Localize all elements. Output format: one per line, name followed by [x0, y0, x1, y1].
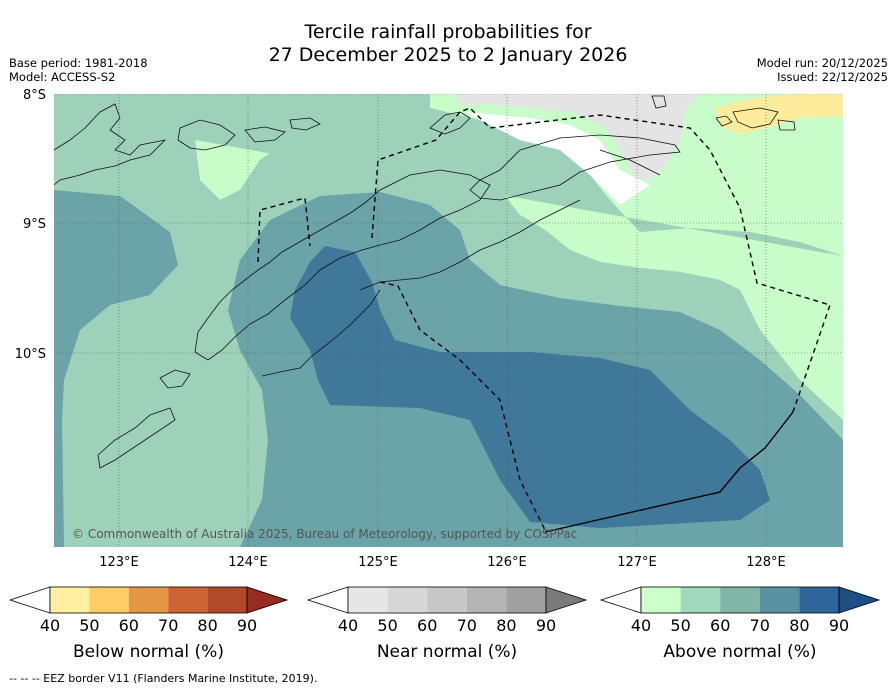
eez-footer-note: -- -- -- EEZ border V11 (Flanders Marine…: [9, 672, 318, 685]
colorbar-above-label: Above normal (%): [663, 642, 816, 662]
colorbar-near-segment: [427, 587, 467, 613]
colorbar-below-right-arrow: [246, 586, 289, 614]
title-line-2: 27 December 2025 to 2 January 2026: [268, 44, 628, 66]
lat-label-8s: 8°S: [23, 88, 46, 103]
colorbar-near-right-arrow: [545, 586, 588, 614]
colorbar-above-tick: 60: [710, 616, 730, 635]
colorbar-above-tick: 80: [789, 616, 809, 635]
region-no-signal: [465, 112, 650, 205]
lat-label-9s: 9°S: [23, 217, 46, 232]
colorbar-below-left-arrow: [8, 586, 51, 614]
lon-label-127e: 127°E: [617, 555, 657, 570]
colorbar-above-tick: 50: [670, 616, 690, 635]
lon-label-128e: 128°E: [746, 555, 786, 570]
base-period: Base period: 1981-2018: [9, 56, 148, 70]
colorbar-above-segment: [799, 587, 839, 613]
colorbar-group: 40 50 60 70 80 90 Below normal (%) 40 50 60 70 80 90…: [8, 586, 881, 662]
colorbar-above-segment: [641, 587, 681, 613]
model-run: Model run: 20/12/2025: [756, 56, 888, 70]
region-near-40-50: [455, 94, 700, 180]
colorbar-near-tick: 40: [338, 616, 358, 635]
colorbar-below-tick: 90: [237, 616, 257, 635]
colorbar-below-tick: 70: [158, 616, 178, 635]
colorbar-near-tick: 50: [377, 616, 397, 635]
colorbar-below-tick: 40: [40, 616, 60, 635]
lon-label-125e: 125°E: [358, 555, 398, 570]
colorbar-above-left-arrow: [599, 586, 642, 614]
colorbar-below-segment: [207, 587, 247, 613]
title-line-1: Tercile rainfall probabilities for: [304, 21, 592, 43]
colorbar-below-label: Below normal (%): [73, 642, 224, 662]
colorbar-below-segment: [50, 587, 90, 613]
colorbar-near-tick: 60: [417, 616, 437, 635]
colorbar-above-tick: 40: [631, 616, 651, 635]
colorbar-above-segment: [720, 587, 760, 613]
colorbar-near-tick: 80: [496, 616, 516, 635]
lon-label-126e: 126°E: [487, 555, 527, 570]
colorbar-below-tick: 80: [197, 616, 217, 635]
colorbar-near-tick: 90: [536, 616, 556, 635]
colorbar-near-segment: [466, 587, 507, 613]
colorbar-near-segment: [348, 587, 388, 613]
copyright: © Commonwealth of Australia 2025, Bureau…: [72, 527, 577, 541]
issued-date: Issued: 22/12/2025: [777, 70, 888, 84]
region-below-40-50: [715, 94, 843, 134]
eez-border-solid: [544, 411, 794, 533]
model-name: Model: ACCESS-S2: [9, 70, 116, 84]
colorbar-near-label: Near normal (%): [377, 642, 517, 662]
lon-label-124e: 124°E: [228, 555, 268, 570]
colorbar-above-right-arrow: [838, 586, 881, 614]
colorbar-near-segment: [387, 587, 428, 613]
eez-border: [257, 107, 831, 531]
lon-label-123e: 123°E: [99, 555, 139, 570]
colorbar-near-segment: [506, 587, 546, 613]
colorbar-above-segment: [759, 587, 800, 613]
probability-map: © Commonwealth of Australia 2025, Bureau…: [54, 94, 843, 547]
colorbar-above-tick: 70: [750, 616, 770, 635]
colorbar-below-segment: [89, 587, 129, 613]
colorbar-below-tick: 60: [119, 616, 139, 635]
gridlines: [54, 94, 843, 547]
region-above-40-50: [190, 94, 843, 420]
colorbar-above-tick: 90: [829, 616, 849, 635]
lat-label-10s: 10°S: [15, 347, 46, 362]
colorbar-below-segment: [128, 587, 169, 613]
colorbar-near-left-arrow: [306, 586, 349, 614]
colorbar-above-segment: [680, 587, 721, 613]
colorbar-below-segment: [168, 587, 208, 613]
colorbar-below-tick: 50: [79, 616, 99, 635]
colorbar-near-tick: 70: [457, 616, 477, 635]
coastlines: [54, 95, 796, 469]
region-above-70-80: [290, 246, 770, 528]
